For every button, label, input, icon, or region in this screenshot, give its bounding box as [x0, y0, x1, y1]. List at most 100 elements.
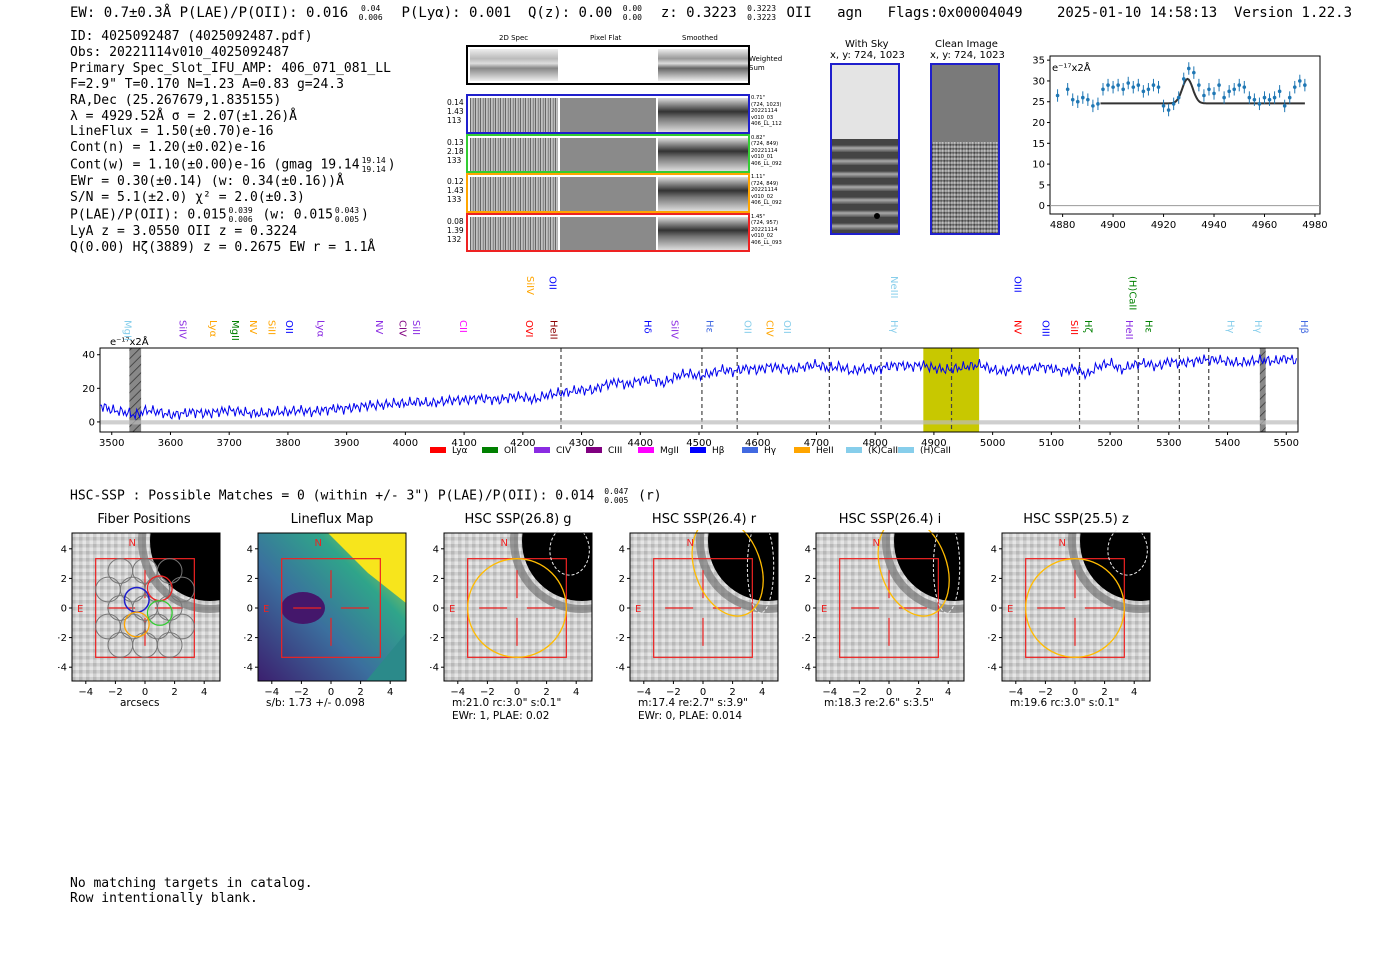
main-x-tick-label: 3500 [99, 438, 124, 449]
zoom-data-point [1141, 89, 1146, 94]
legend-label: HeII [816, 446, 834, 456]
zoom-data-point [1146, 87, 1151, 92]
zoom-data-point [1176, 95, 1181, 100]
stamp-y-tick-label: 0 [619, 604, 625, 615]
spec2d-raw [470, 216, 558, 250]
emission-line-label: SiIV [176, 320, 187, 339]
stamp-x-tick-label: −2 [108, 687, 123, 698]
zoom-data-point [1242, 85, 1247, 89]
stamp-title: HSC SSP(25.5) z [1023, 512, 1129, 527]
zoom-y-tick-label: 20 [1032, 118, 1045, 129]
main-unit-label: e⁻¹⁷x2Å [110, 335, 149, 348]
zoom-data-point [1070, 97, 1075, 102]
legend-swatch [430, 447, 446, 453]
info-contw: Cont(w) = 1.10(±0.00)e-16 (gmag 19.14 19.… [70, 156, 396, 175]
stamp-y-tick-label: 4 [61, 544, 67, 555]
north-marker: N [873, 538, 880, 549]
catalog-ellipse [549, 530, 590, 576]
fiber-circle-orange [123, 611, 150, 638]
stamp-y-tick-label: −4 [802, 663, 811, 674]
legend-label: MgII [660, 446, 679, 456]
zoom-data-point [1166, 108, 1171, 112]
spec2d-row-right: 0.71" (724, 1023) 20221114 v010_03 406_LL_11… [751, 95, 782, 128]
spec2d-raw [470, 137, 558, 171]
spec2d-row-left-value: 132 [447, 234, 462, 244]
legend-swatch [742, 447, 758, 453]
zoom-data-point [1075, 99, 1080, 104]
spec2d-row-right-value: 406_LL_092 [751, 200, 782, 207]
stamp-y-tick-label: 2 [619, 574, 625, 585]
emission-line-label: OII [781, 320, 792, 334]
main-x-tick-label: 4300 [569, 438, 594, 449]
info-sn: S/N = 5.1(±2.0) χ² = 2.0(±0.3) [70, 190, 305, 206]
info-lya-oii: LyA z = 3.0550 OII z = 0.3224 [70, 224, 297, 240]
stamp-x-tick-label: 2 [1101, 687, 1107, 698]
emission-line-label: MgII [229, 320, 240, 341]
zoom-data-point [1247, 95, 1252, 100]
stamp-x-tick-label: −4 [450, 687, 465, 698]
stamp-caption: m:18.3 re:2.6" s:3.5" [824, 697, 934, 709]
stamp-y-tick-label: 0 [61, 604, 67, 615]
info-radec: RA,Dec (25.267679,1.835155) [70, 92, 282, 108]
emission-line-label: Hε [704, 320, 715, 333]
masked-band [1259, 348, 1266, 432]
spec2d-row-right-value: (724, 1023) [751, 101, 782, 108]
zoom-y-tick-label: 30 [1032, 76, 1045, 87]
spec2d-row [466, 173, 750, 213]
east-marker: E [1007, 604, 1013, 615]
main-x-tick-label: 5500 [1274, 438, 1299, 449]
spec2d-smooth [658, 98, 748, 132]
spec2d-row-left: 0.08 1.39 132 [447, 217, 464, 244]
main-x-tick-label: 4500 [686, 438, 711, 449]
emission-line-label: OII [546, 276, 557, 290]
spec2d-row-right-value: 406_LL_093 [751, 239, 782, 246]
stamp-x-tick-label: 2 [357, 687, 363, 698]
zoom-x-tick-label: 4960 [1252, 220, 1277, 230]
spectrum-line [99, 354, 1297, 421]
stamp-y-tick-label: 2 [805, 574, 811, 585]
emission-line-label: CII [457, 320, 468, 333]
east-marker: E [449, 604, 455, 615]
spec2d-row-left-value: 133 [447, 155, 462, 165]
spec2d-row-left-value: 1.43 [447, 107, 464, 116]
spec2d-row-left-value: 133 [447, 195, 462, 204]
spec2d-row-left-value: 2.18 [447, 146, 464, 156]
with-sky-image [830, 63, 900, 235]
header-plae-errors: 0.04 0.006 [358, 4, 383, 22]
info-contn: Cont(n) = 1.20(±0.02)e-16 [70, 140, 266, 156]
stamp-caption: m:17.4 re:2.7" s:3.9" [638, 697, 748, 709]
spec2d-row [466, 133, 750, 173]
main-x-tick-label: 5400 [1215, 438, 1240, 449]
zoom-data-point [1171, 102, 1176, 106]
north-marker: N [129, 538, 136, 549]
stamp-title: HSC SSP(26.4) r [651, 512, 757, 527]
stamp-frame [71, 532, 221, 682]
zoom-unit-label: e⁻¹⁷x2Å [1052, 61, 1091, 74]
stamp-y-tick-label: 0 [991, 604, 997, 615]
stamp-frame [1001, 532, 1151, 682]
zoom-data-point [1055, 93, 1060, 98]
footer-note: No matching targets in catalog. Row inte… [70, 876, 313, 906]
emission-line-label: OIII [1011, 276, 1022, 293]
emission-line-label: Hγ [1225, 320, 1236, 334]
weighted-sum-row [466, 45, 750, 85]
emission-line-label: Lyα [207, 320, 218, 338]
stamp-caption: arcsecs [120, 697, 160, 709]
info-fwhm: F=2.9" T=0.170 N=1.23 A=0.83 g=24.3 [70, 76, 344, 92]
stamp-frame [629, 532, 779, 682]
stamp-frame [815, 532, 965, 682]
emission-line-label: HeII [1123, 320, 1134, 340]
footer-line1: No matching targets in catalog. [70, 876, 313, 891]
masked-band [129, 348, 142, 432]
aperture-ellipse [877, 530, 950, 617]
zoom-data-point [1151, 83, 1156, 87]
stamp-x-tick-label: 0 [700, 687, 706, 698]
stamp-y-tick-label: −4 [244, 663, 253, 674]
emission-line-label: OII [283, 320, 294, 334]
zoom-data-point [1181, 77, 1186, 81]
emission-line-label: SiIV [524, 276, 535, 295]
spec2d-row-right-value: (724, 957) [751, 220, 779, 227]
spec2d-row-right-value: 20221114 [751, 108, 778, 115]
info-lambda: λ = 4929.52Å σ = 2.07(±1.26)Å [70, 108, 297, 124]
fiber-circle [156, 632, 183, 658]
